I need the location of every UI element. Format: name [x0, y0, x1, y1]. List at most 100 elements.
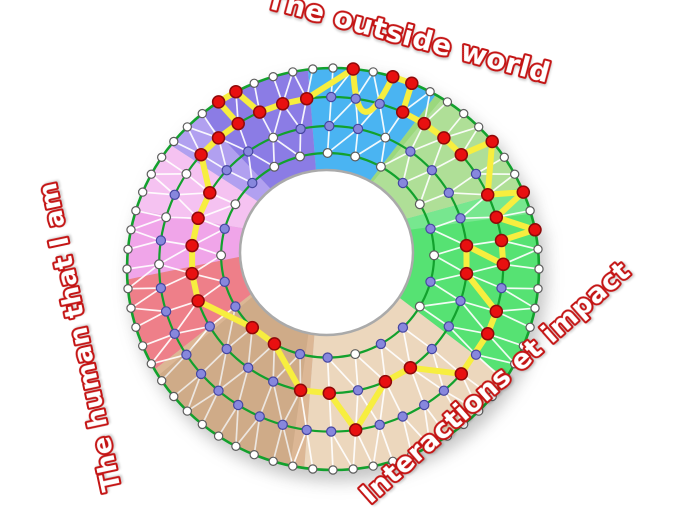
- node-slate[interactable]: [155, 235, 167, 246]
- node-white[interactable]: [156, 152, 167, 162]
- node-slate[interactable]: [426, 343, 438, 355]
- node-slate[interactable]: [374, 419, 385, 430]
- node-slate[interactable]: [470, 168, 482, 180]
- node-white[interactable]: [474, 122, 484, 132]
- node-white[interactable]: [534, 264, 544, 274]
- node-white[interactable]: [530, 303, 540, 313]
- node-red-selected[interactable]: [348, 423, 363, 437]
- node-slate[interactable]: [213, 385, 224, 396]
- node-white[interactable]: [197, 108, 207, 119]
- node-red-selected[interactable]: [459, 238, 474, 253]
- node-red-selected[interactable]: [245, 320, 260, 335]
- node-white[interactable]: [216, 250, 227, 261]
- node-red-selected[interactable]: [417, 116, 431, 131]
- node-white[interactable]: [459, 419, 469, 430]
- node-white[interactable]: [442, 431, 453, 441]
- node-red-selected[interactable]: [211, 131, 226, 145]
- node-white[interactable]: [146, 169, 156, 179]
- node-white[interactable]: [425, 86, 435, 97]
- node-red-selected[interactable]: [378, 374, 393, 389]
- node-white[interactable]: [407, 450, 417, 460]
- node-red-selected[interactable]: [480, 188, 495, 202]
- node-red-selected[interactable]: [229, 84, 243, 99]
- node-white[interactable]: [368, 461, 378, 471]
- node-white[interactable]: [414, 199, 425, 210]
- node-slate[interactable]: [232, 399, 244, 411]
- node-slate[interactable]: [496, 282, 507, 294]
- node-slate[interactable]: [324, 120, 335, 132]
- node-slate[interactable]: [443, 321, 454, 332]
- node-white[interactable]: [131, 205, 141, 216]
- node-slate[interactable]: [204, 321, 215, 332]
- node-white[interactable]: [126, 303, 136, 313]
- node-red-selected[interactable]: [489, 304, 504, 319]
- node-red-selected[interactable]: [275, 97, 290, 111]
- node-slate[interactable]: [455, 295, 466, 307]
- node-white[interactable]: [137, 187, 148, 197]
- node-red-selected[interactable]: [185, 266, 199, 281]
- node-slate[interactable]: [169, 328, 180, 339]
- node-slate[interactable]: [242, 362, 254, 373]
- node-slate[interactable]: [322, 352, 333, 363]
- node-red-selected[interactable]: [480, 327, 495, 341]
- node-white[interactable]: [126, 225, 136, 235]
- node-white[interactable]: [154, 259, 165, 270]
- node-white[interactable]: [388, 456, 398, 466]
- node-white[interactable]: [197, 419, 207, 430]
- node-red-selected[interactable]: [386, 69, 400, 84]
- node-white[interactable]: [169, 391, 179, 402]
- node-slate[interactable]: [242, 146, 254, 157]
- node-red-selected[interactable]: [459, 266, 474, 281]
- node-white[interactable]: [288, 67, 298, 77]
- node-slate[interactable]: [219, 276, 230, 287]
- node-red-selected[interactable]: [454, 367, 469, 381]
- node-white[interactable]: [295, 151, 306, 162]
- node-slate[interactable]: [301, 424, 312, 436]
- node-white[interactable]: [499, 152, 509, 162]
- node-white[interactable]: [213, 431, 224, 441]
- node-white[interactable]: [131, 322, 141, 332]
- node-white[interactable]: [414, 301, 425, 312]
- node-red-selected[interactable]: [437, 131, 451, 145]
- node-slate[interactable]: [268, 376, 279, 387]
- node-white[interactable]: [249, 78, 259, 89]
- node-white[interactable]: [161, 212, 172, 223]
- node-slate[interactable]: [438, 385, 450, 396]
- node-white[interactable]: [510, 169, 520, 179]
- node-white[interactable]: [146, 359, 156, 369]
- node-red-selected[interactable]: [405, 76, 419, 91]
- node-red-selected[interactable]: [267, 337, 282, 351]
- node-white[interactable]: [525, 205, 535, 216]
- node-slate[interactable]: [326, 91, 337, 103]
- node-slate[interactable]: [426, 164, 438, 176]
- node-slate[interactable]: [294, 348, 306, 360]
- node-slate[interactable]: [254, 411, 265, 422]
- node-white[interactable]: [268, 132, 279, 143]
- node-red-selected[interactable]: [252, 105, 267, 119]
- node-red-selected[interactable]: [194, 147, 208, 162]
- node-white[interactable]: [350, 151, 361, 162]
- node-slate[interactable]: [221, 164, 232, 176]
- node-red-selected[interactable]: [485, 134, 499, 149]
- node-red-selected[interactable]: [395, 105, 410, 119]
- node-slate[interactable]: [195, 368, 207, 380]
- node-red-selected[interactable]: [346, 62, 360, 76]
- node-white[interactable]: [533, 244, 543, 254]
- node-white[interactable]: [533, 284, 543, 294]
- node-white[interactable]: [429, 250, 440, 261]
- node-white[interactable]: [518, 341, 529, 351]
- node-white[interactable]: [487, 391, 497, 402]
- node-slate[interactable]: [181, 349, 192, 360]
- node-slate[interactable]: [230, 301, 241, 312]
- node-slate[interactable]: [247, 177, 258, 189]
- node-white[interactable]: [368, 67, 378, 77]
- node-white[interactable]: [123, 284, 133, 294]
- node-white[interactable]: [268, 71, 278, 82]
- node-red-selected[interactable]: [454, 147, 469, 162]
- node-white[interactable]: [230, 199, 241, 210]
- node-slate[interactable]: [219, 223, 230, 234]
- node-white[interactable]: [328, 63, 338, 73]
- node-slate[interactable]: [352, 385, 364, 396]
- node-white[interactable]: [322, 148, 333, 159]
- node-white[interactable]: [328, 465, 338, 475]
